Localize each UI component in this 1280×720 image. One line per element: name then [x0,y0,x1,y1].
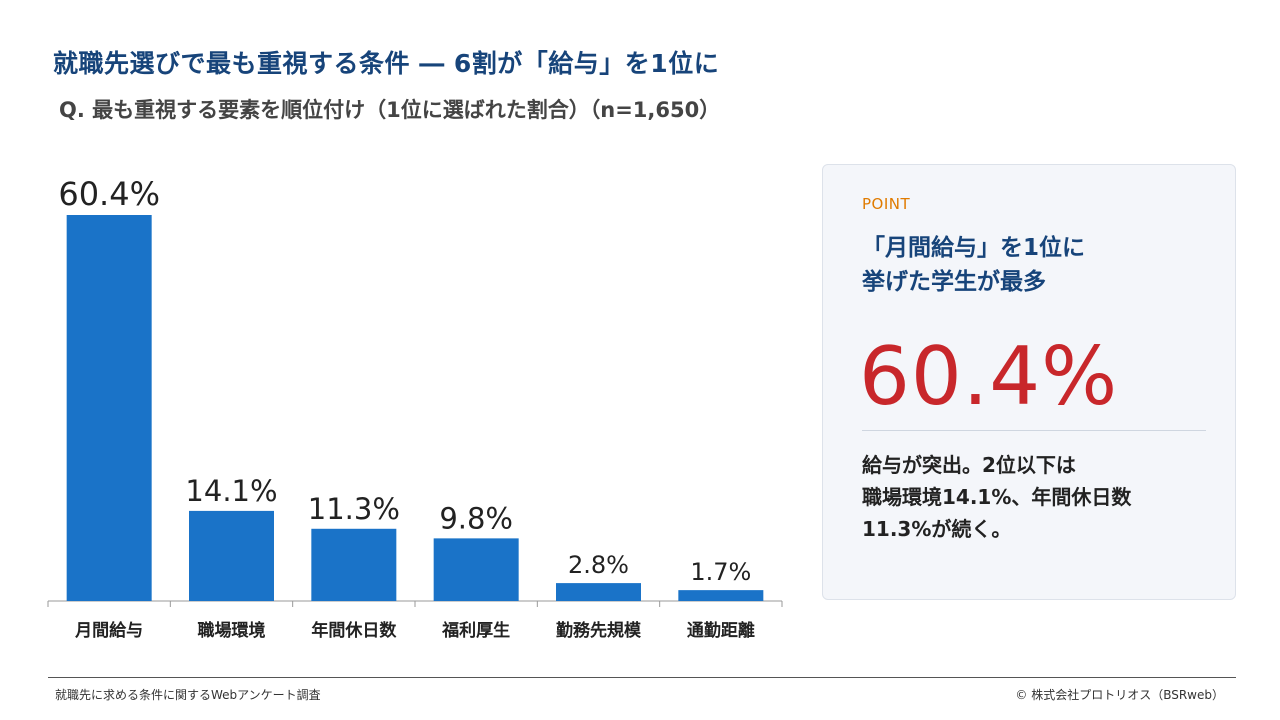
x-tick-label: 年間休日数 [311,620,397,641]
data-label: 60.4% [58,175,160,213]
bar [678,590,764,601]
point-body-line: 給与が突出。2位以下は [862,453,1076,477]
bar [433,538,519,601]
x-tick-label: 月間給与 [74,620,143,641]
point-highlight-value: 60.4% [859,330,1119,423]
point-divider [862,430,1206,431]
point-heading-line: 「月間給与」を1位に [862,235,1086,261]
footer-source: 就職先に求める条件に関するWebアンケート調査 [55,688,321,702]
data-label: 11.3% [308,492,400,526]
bar [66,215,152,601]
point-body-line: 11.3%が続く。 [862,517,1012,541]
point-body: 給与が突出。2位以下は 職場環境14.1%、年間休日数 11.3%が続く。 [862,449,1212,545]
point-heading: 「月間給与」を1位に 挙げた学生が最多 [862,231,1202,299]
bar [311,528,397,601]
data-label: 1.7% [690,558,751,586]
footer-copyright: © 株式会社プロトリオス（BSRweb） [1015,688,1224,702]
point-heading-line: 挙げた学生が最多 [862,269,1046,295]
bar [189,510,274,601]
data-label: 9.8% [439,501,513,535]
point-body-line: 職場環境14.1%、年間休日数 [862,485,1132,509]
data-label: 14.1% [185,474,277,508]
point-panel: POINT 「月間給与」を1位に 挙げた学生が最多 60.4% 給与が突出。2位… [822,164,1236,600]
page-subtitle: Q. 最も重視する要素を順位付け（1位に選ばれた割合）（n=1,650） [59,98,721,122]
footer-divider [48,677,1236,678]
point-label: POINT [862,195,911,213]
data-label: 2.8% [568,551,629,579]
x-tick-label: 勤務先規模 [556,620,642,641]
x-tick-label: 職場環境 [198,620,266,641]
bar-chart: 60.4% 月間給与 14.1% 職場環境 11.3% 年間休日数 9.8% 福利厚生 2.8%… [47,175,783,641]
bar [556,583,641,601]
x-tick-label: 通勤距離 [687,620,755,641]
page-title: 就職先選びで最も重視する条件 ― 6割が「給与」を1位に [53,49,720,78]
x-tick-label: 福利厚生 [441,620,510,641]
